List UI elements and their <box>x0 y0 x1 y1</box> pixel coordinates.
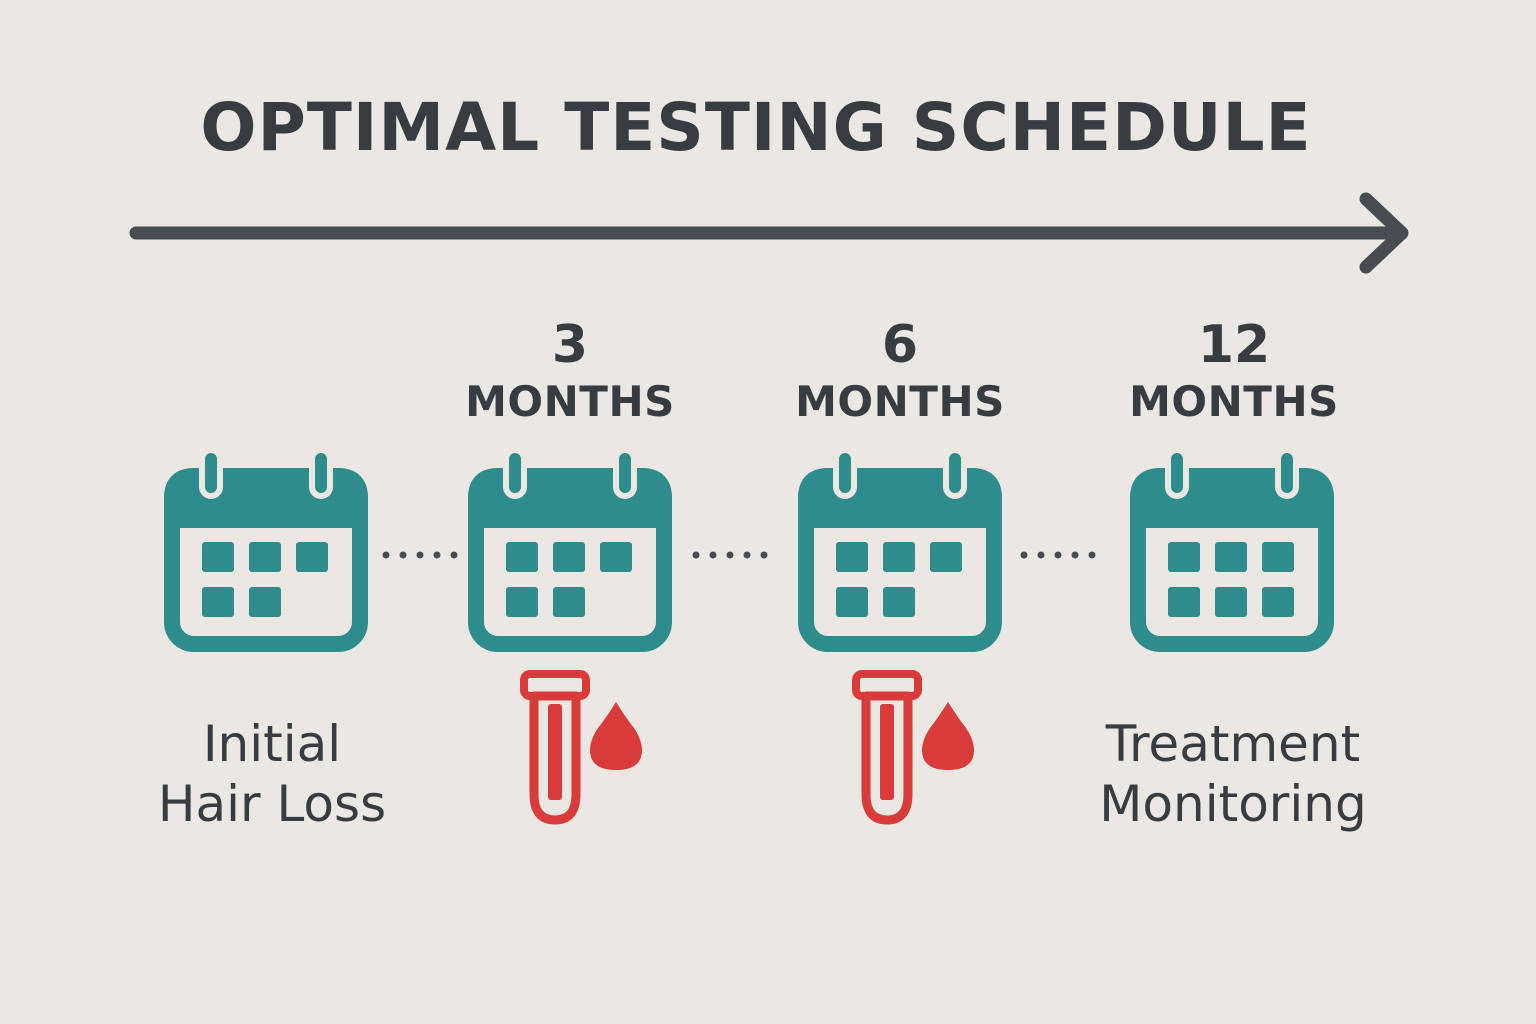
calendar-icon <box>468 448 672 652</box>
stage-number: 6 <box>881 315 919 375</box>
blood-test-tube-icon <box>520 670 642 825</box>
caption-line: Initial <box>202 715 342 773</box>
calendar-icon <box>1130 448 1334 652</box>
stage-header-6-months: 6 MONTHS <box>770 315 1030 429</box>
dotted-connector-icon <box>382 551 458 559</box>
caption-line: Monitoring <box>1099 775 1367 833</box>
timeline-arrow-icon <box>129 192 1409 274</box>
stage-unit: MONTHS <box>465 377 675 426</box>
calendar-icon <box>164 448 368 652</box>
caption-initial-hair-loss: Initial Hair Loss <box>140 714 404 834</box>
stage-header-12-months: 12 MONTHS <box>1104 315 1364 429</box>
stage-unit: MONTHS <box>795 377 1005 426</box>
caption-treatment-monitoring: Treatment Monitoring <box>1076 714 1390 834</box>
stage-number: 12 <box>1197 315 1271 375</box>
caption-line: Hair Loss <box>157 775 387 833</box>
page-title: OPTIMAL TESTING SCHEDULE <box>200 89 1312 166</box>
caption-line: Treatment <box>1105 715 1361 773</box>
dotted-connector-icon <box>692 551 768 559</box>
stage-unit: MONTHS <box>1129 377 1339 426</box>
calendar-icon <box>798 448 1002 652</box>
stage-number: 3 <box>551 315 589 375</box>
blood-test-tube-icon <box>852 670 974 825</box>
stage-header-3-months: 3 MONTHS <box>440 315 700 429</box>
dotted-connector-icon <box>1020 551 1096 559</box>
